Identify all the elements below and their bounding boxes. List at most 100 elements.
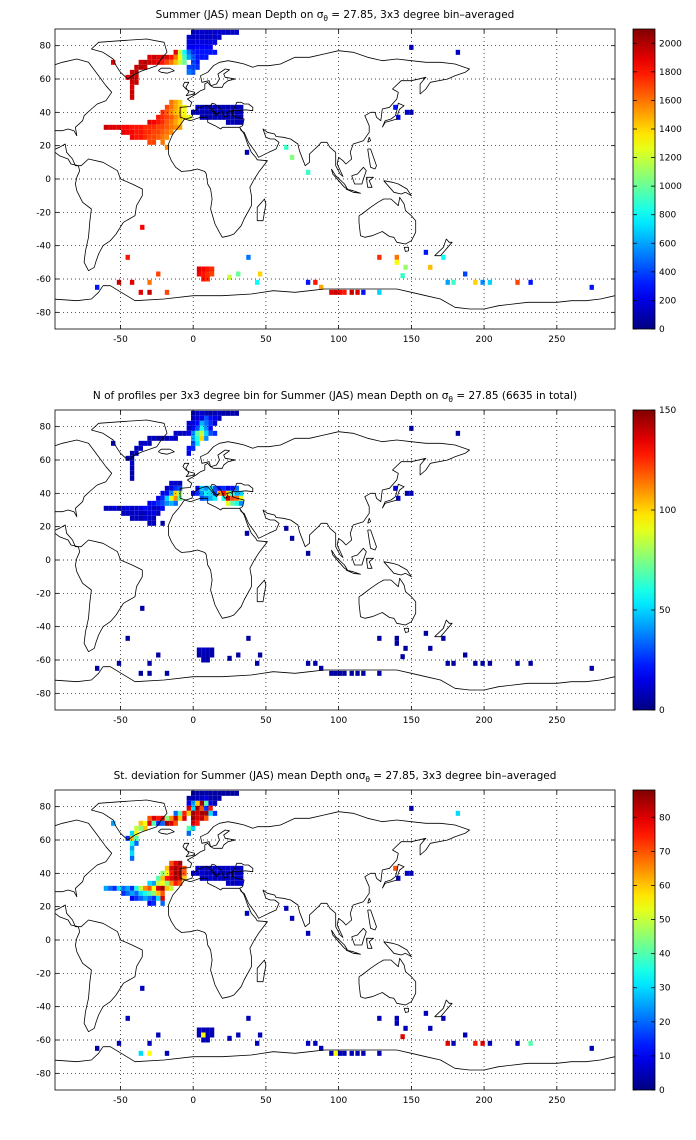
bin-cells xyxy=(95,410,594,676)
bin-cell xyxy=(257,1032,263,1038)
bin-cell xyxy=(329,1050,334,1056)
bin-cell xyxy=(230,875,235,881)
bin-cell xyxy=(186,54,191,60)
y-tick-label: 20 xyxy=(40,523,52,533)
bin-cell xyxy=(230,495,235,501)
bin-cell xyxy=(156,54,161,60)
bin-cell xyxy=(125,254,130,260)
panel-title: N of profiles per 3x3 degree bin for Sum… xyxy=(93,390,577,404)
bin-cell xyxy=(191,445,196,451)
bin-cell xyxy=(173,865,178,871)
bin-cell xyxy=(221,410,226,416)
bin-cell xyxy=(129,470,135,476)
bin-cell xyxy=(138,510,143,516)
bin-cell xyxy=(209,1032,215,1038)
x-tick-label: 50 xyxy=(260,1096,272,1106)
bin-cell xyxy=(151,820,157,826)
bin-cell xyxy=(138,1050,143,1056)
bin-cell xyxy=(151,124,157,130)
bin-cell xyxy=(147,890,152,896)
bin-cell xyxy=(182,875,187,881)
bin-cell xyxy=(208,34,213,40)
x-tick-label: 150 xyxy=(403,1096,420,1106)
bin-cell xyxy=(186,800,191,806)
y-tick-label: 80 xyxy=(40,42,52,52)
bin-cell xyxy=(204,870,209,876)
bin-cell xyxy=(208,865,213,871)
bin-cell xyxy=(227,274,232,280)
bin-cell xyxy=(143,505,148,511)
bin-cell xyxy=(177,54,183,60)
bin-cell xyxy=(349,670,354,676)
bin-cell xyxy=(169,875,174,881)
coast-segment xyxy=(358,577,417,626)
bin-cell xyxy=(201,647,206,653)
bin-cell xyxy=(204,109,209,115)
bin-cell xyxy=(129,505,135,511)
colorbar-tick-label: 1400 xyxy=(659,125,682,135)
bin-cell xyxy=(234,790,239,796)
bin-cell xyxy=(129,830,135,836)
coast-segment xyxy=(367,517,371,524)
bin-cell xyxy=(377,289,382,295)
coast-segment xyxy=(256,579,267,603)
bin-cell xyxy=(205,271,210,277)
coast-segment xyxy=(55,524,143,653)
bin-cell xyxy=(186,445,191,451)
coast-segment xyxy=(91,419,168,461)
bin-cell xyxy=(463,1032,468,1038)
bin-cell xyxy=(191,805,196,811)
bin-cell xyxy=(147,895,152,901)
bin-cell xyxy=(204,485,209,491)
bin-cell xyxy=(394,1020,399,1026)
y-tick-label: 40 xyxy=(40,108,52,118)
bin-cell xyxy=(400,1034,405,1040)
bin-cell xyxy=(195,34,200,40)
bin-cell xyxy=(487,660,493,666)
bin-cell xyxy=(140,985,145,991)
bin-cell xyxy=(199,420,205,426)
bin-cell xyxy=(463,271,468,277)
bin-cell xyxy=(246,254,251,260)
coast-segment xyxy=(381,483,405,509)
y-tick-label: 0 xyxy=(45,936,51,946)
bin-cell xyxy=(111,440,116,446)
bin-cell xyxy=(195,795,200,801)
bin-cell xyxy=(138,820,143,826)
bin-cell xyxy=(138,134,143,140)
bin-cell xyxy=(225,119,231,125)
bin-cell xyxy=(191,825,196,831)
bin-cell xyxy=(199,44,205,50)
bin-cell xyxy=(151,54,157,60)
bin-cell xyxy=(205,266,210,272)
bin-cell xyxy=(377,254,382,260)
bin-cell xyxy=(173,815,178,821)
bin-cell xyxy=(473,660,478,666)
bin-cell xyxy=(423,249,429,255)
x-tick-label: -50 xyxy=(113,716,128,726)
bin-cell xyxy=(234,29,239,35)
bin-cell xyxy=(125,835,130,841)
bin-cell xyxy=(337,1050,343,1056)
coast-segment xyxy=(55,1046,104,1063)
bin-cell xyxy=(147,440,152,446)
bin-cell xyxy=(244,149,250,155)
coast-segment xyxy=(103,666,615,691)
bin-cell xyxy=(164,670,170,676)
x-tick-label: 0 xyxy=(190,716,196,726)
bin-cell xyxy=(191,59,196,65)
bin-cell xyxy=(234,490,239,496)
bin-cell xyxy=(134,79,139,85)
bin-cell xyxy=(205,652,210,658)
bin-cell xyxy=(138,124,143,130)
bin-cell xyxy=(191,69,196,75)
bin-cell xyxy=(195,490,200,496)
coast-segment xyxy=(158,67,175,74)
bin-cell xyxy=(208,490,213,496)
bin-cell xyxy=(455,430,461,436)
bin-cell xyxy=(255,660,260,666)
bin-cell xyxy=(204,795,209,801)
bin-cell xyxy=(230,119,235,125)
bin-cell xyxy=(191,109,196,115)
bin-cell xyxy=(169,860,174,866)
